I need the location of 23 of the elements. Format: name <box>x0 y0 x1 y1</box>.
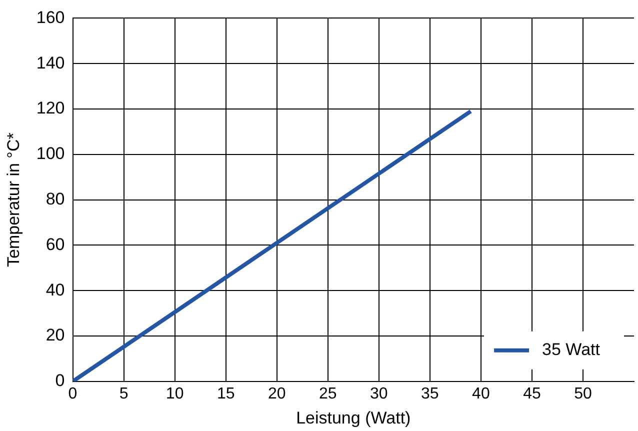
y-tick-label: 60 <box>46 234 65 254</box>
y-tick-label: 160 <box>36 8 65 27</box>
x-tick-label: 15 <box>216 385 235 402</box>
x-tick-label: 40 <box>472 385 490 402</box>
x-tick-label: 25 <box>318 385 337 402</box>
x-axis-title: Leistung (Watt) <box>296 408 411 428</box>
y-tick-label: 40 <box>46 280 65 300</box>
y-tick-label: 0 <box>55 371 65 390</box>
x-tick-label: 45 <box>523 385 541 402</box>
y-tick-label: 120 <box>36 98 65 118</box>
y-tick-label: 20 <box>46 326 65 345</box>
y-axis-title: Temperatur in °C* <box>4 132 23 267</box>
x-tick-label: 35 <box>421 385 439 402</box>
x-tick-label: 5 <box>119 385 128 402</box>
x-tick-label: 0 <box>68 385 78 402</box>
y-tick-label: 80 <box>46 189 65 208</box>
x-tick-label: 20 <box>268 385 286 402</box>
legend-label: 35 Watt <box>542 340 600 360</box>
x-tick-label: 10 <box>166 385 184 402</box>
y-tick-label: 100 <box>36 144 65 164</box>
x-tick-label: 50 <box>574 385 592 402</box>
y-tick-label: 140 <box>36 53 65 72</box>
x-tick-label: 30 <box>370 385 388 402</box>
